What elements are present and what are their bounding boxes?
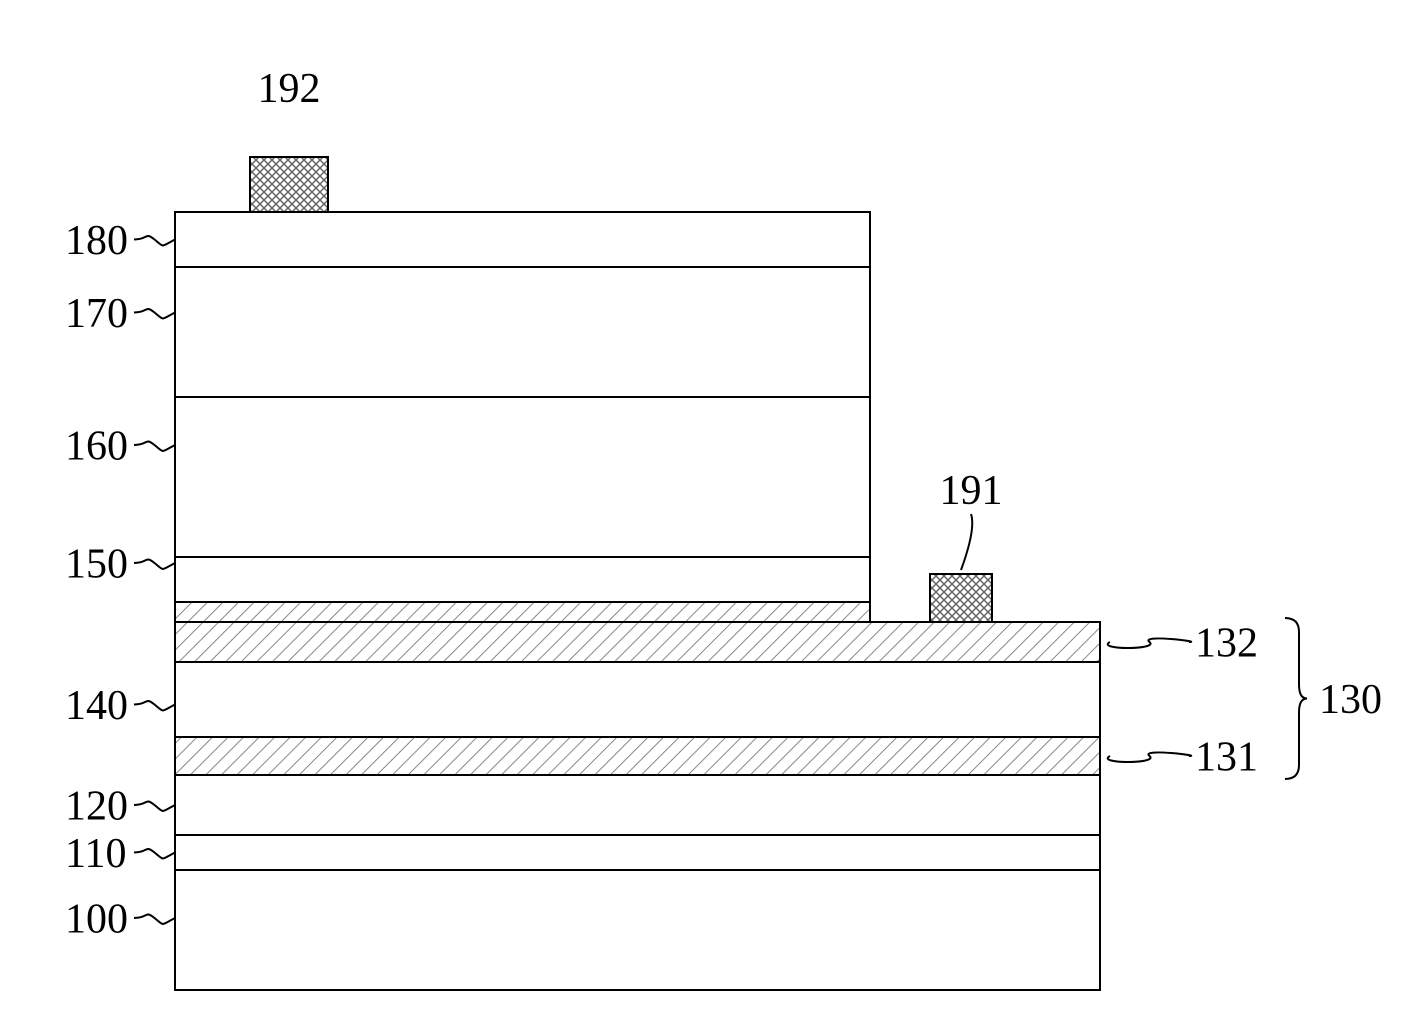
label-110: 110 bbox=[65, 831, 126, 877]
leader-line bbox=[134, 236, 175, 246]
layer-110 bbox=[175, 835, 1100, 870]
label-150: 150 bbox=[65, 542, 128, 588]
leader-line bbox=[134, 801, 175, 811]
layer-140 bbox=[175, 662, 1100, 737]
layer-132-upper bbox=[175, 602, 870, 622]
leader-line bbox=[134, 849, 175, 859]
layer-150 bbox=[175, 557, 870, 602]
label-131: 131 bbox=[1195, 735, 1258, 781]
label-100: 100 bbox=[65, 897, 128, 943]
layer-100 bbox=[175, 870, 1100, 990]
label-140: 140 bbox=[65, 683, 128, 729]
leader-line bbox=[134, 309, 175, 319]
electrode-192 bbox=[250, 157, 328, 212]
leader-line bbox=[1108, 752, 1192, 762]
layer-131 bbox=[175, 737, 1100, 775]
layer-120 bbox=[175, 775, 1100, 835]
leader-line bbox=[134, 701, 175, 711]
label-180: 180 bbox=[65, 218, 128, 264]
label-130: 130 bbox=[1319, 677, 1382, 723]
label-170: 170 bbox=[65, 291, 128, 337]
leader-line bbox=[134, 441, 175, 451]
leader-line bbox=[134, 559, 175, 569]
label-120: 120 bbox=[65, 784, 128, 830]
electrode-191 bbox=[930, 574, 992, 622]
layer-160 bbox=[175, 397, 870, 557]
label-191: 191 bbox=[940, 468, 1003, 514]
layer-180 bbox=[175, 212, 870, 267]
leader-line bbox=[1108, 638, 1192, 648]
brace-130 bbox=[1285, 618, 1307, 779]
layer-132-lower bbox=[175, 622, 1100, 662]
label-160: 160 bbox=[65, 424, 128, 470]
layer-170 bbox=[175, 267, 870, 397]
label-192: 192 bbox=[258, 66, 321, 112]
leader-line bbox=[134, 914, 175, 924]
leader-191 bbox=[961, 514, 972, 570]
label-132: 132 bbox=[1195, 621, 1258, 667]
